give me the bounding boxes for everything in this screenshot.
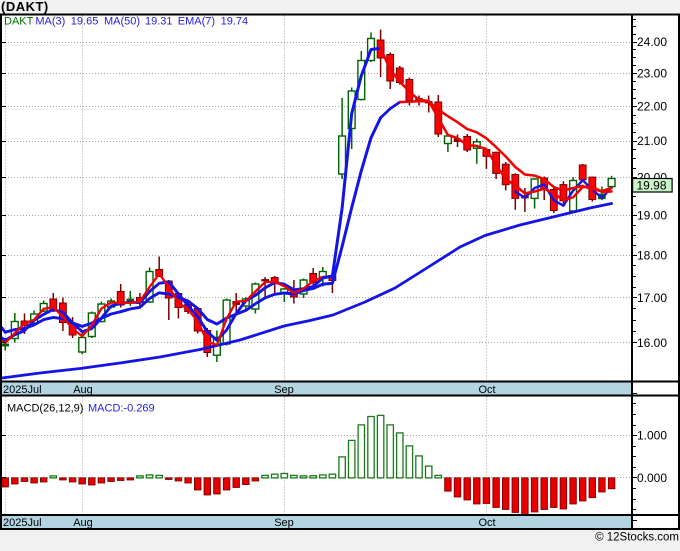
svg-text:1.000: 1.000 [637,429,667,443]
svg-text:18.00: 18.00 [637,249,667,263]
svg-text:Oct: Oct [478,384,495,396]
svg-text:EMA(7): EMA(7) [178,16,215,28]
svg-text:Aug: Aug [73,384,93,396]
svg-text:MACD(26,12,9): MACD(26,12,9) [7,403,83,415]
svg-text:2025Jul: 2025Jul [3,384,42,396]
svg-text:19.00: 19.00 [637,208,667,222]
svg-text:Sep: Sep [274,384,294,396]
svg-text:16.00: 16.00 [637,336,667,350]
svg-text:Aug: Aug [73,517,93,529]
svg-text:MACD:-0.269: MACD:-0.269 [88,403,155,415]
svg-text:Oct: Oct [478,517,495,529]
svg-text:© 12Stocks.com: © 12Stocks.com [595,532,679,544]
svg-text:0.000: 0.000 [637,471,667,485]
svg-text:21.00: 21.00 [637,134,667,148]
svg-text:MA(50): MA(50) [104,16,140,28]
svg-text:MA(3): MA(3) [35,16,65,28]
svg-text:19.65: 19.65 [71,16,99,28]
svg-text:Sep: Sep [274,517,294,529]
svg-text:22.00: 22.00 [637,100,667,114]
svg-text:19.31: 19.31 [145,16,173,28]
svg-text:23.00: 23.00 [637,67,667,81]
svg-text:19.74: 19.74 [221,16,249,28]
svg-text:19.98: 19.98 [637,179,667,193]
svg-text:17.00: 17.00 [637,291,667,305]
svg-text:DAKT: DAKT [4,16,34,28]
svg-text:(DAKT): (DAKT) [1,0,49,14]
svg-text:2025Jul: 2025Jul [3,517,42,529]
svg-text:24.00: 24.00 [637,35,667,49]
